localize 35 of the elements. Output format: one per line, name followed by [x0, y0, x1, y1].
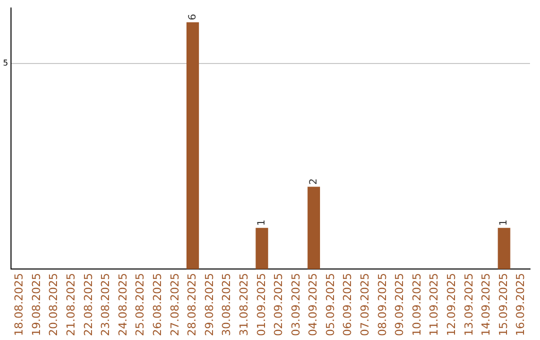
- x-tick-label: 01.09.2025: [254, 273, 268, 336]
- x-tick-label: 25.08.2025: [134, 273, 147, 336]
- x-tick-label: 11.09.2025: [428, 273, 441, 336]
- x-tick-label: 13.09.2025: [462, 273, 476, 336]
- x-tick-label: 28.08.2025: [186, 273, 199, 336]
- data-label: 6: [187, 14, 198, 20]
- x-tick-label: 02.09.2025: [272, 273, 286, 336]
- x-tick-label: 10.09.2025: [410, 273, 424, 336]
- x-tick-label: 12.09.2025: [445, 273, 458, 336]
- x-tick-label: 27.08.2025: [168, 273, 182, 336]
- x-tick-label: 15.09.2025: [496, 273, 510, 336]
- x-tick-label: 30.08.2025: [220, 273, 234, 336]
- x-tick-label: 14.09.2025: [480, 273, 493, 336]
- x-tick-label: 18.08.2025: [12, 273, 26, 336]
- x-tick-label: 29.08.2025: [202, 273, 216, 336]
- data-label: 1: [256, 220, 268, 226]
- x-tick-label: 26.08.2025: [150, 273, 164, 336]
- x-tick-label: 07.09.2025: [358, 273, 372, 336]
- x-tick-label: 06.09.2025: [341, 273, 354, 336]
- y-tick-label: 5: [2, 58, 8, 68]
- x-tick-label: 24.08.2025: [116, 273, 130, 336]
- x-tick-label: 04.09.2025: [306, 273, 320, 336]
- x-tick-label: 23.08.2025: [99, 273, 112, 336]
- x-tick-label: 20.08.2025: [47, 273, 60, 336]
- x-tick-label: 16.09.2025: [514, 273, 528, 336]
- x-tick-label: 03.09.2025: [289, 273, 302, 336]
- data-label: 1: [498, 220, 510, 226]
- x-tick-label: 08.09.2025: [376, 273, 389, 336]
- x-tick-label: 05.09.2025: [324, 273, 337, 336]
- data-label: 2: [308, 178, 320, 185]
- x-tick-label: 21.08.2025: [64, 273, 78, 336]
- x-tick-label: 31.08.2025: [237, 273, 250, 336]
- x-tick-label: 09.09.2025: [393, 273, 406, 336]
- x-tick-label: 19.08.2025: [30, 273, 43, 336]
- x-tick-label: 22.08.2025: [82, 273, 95, 336]
